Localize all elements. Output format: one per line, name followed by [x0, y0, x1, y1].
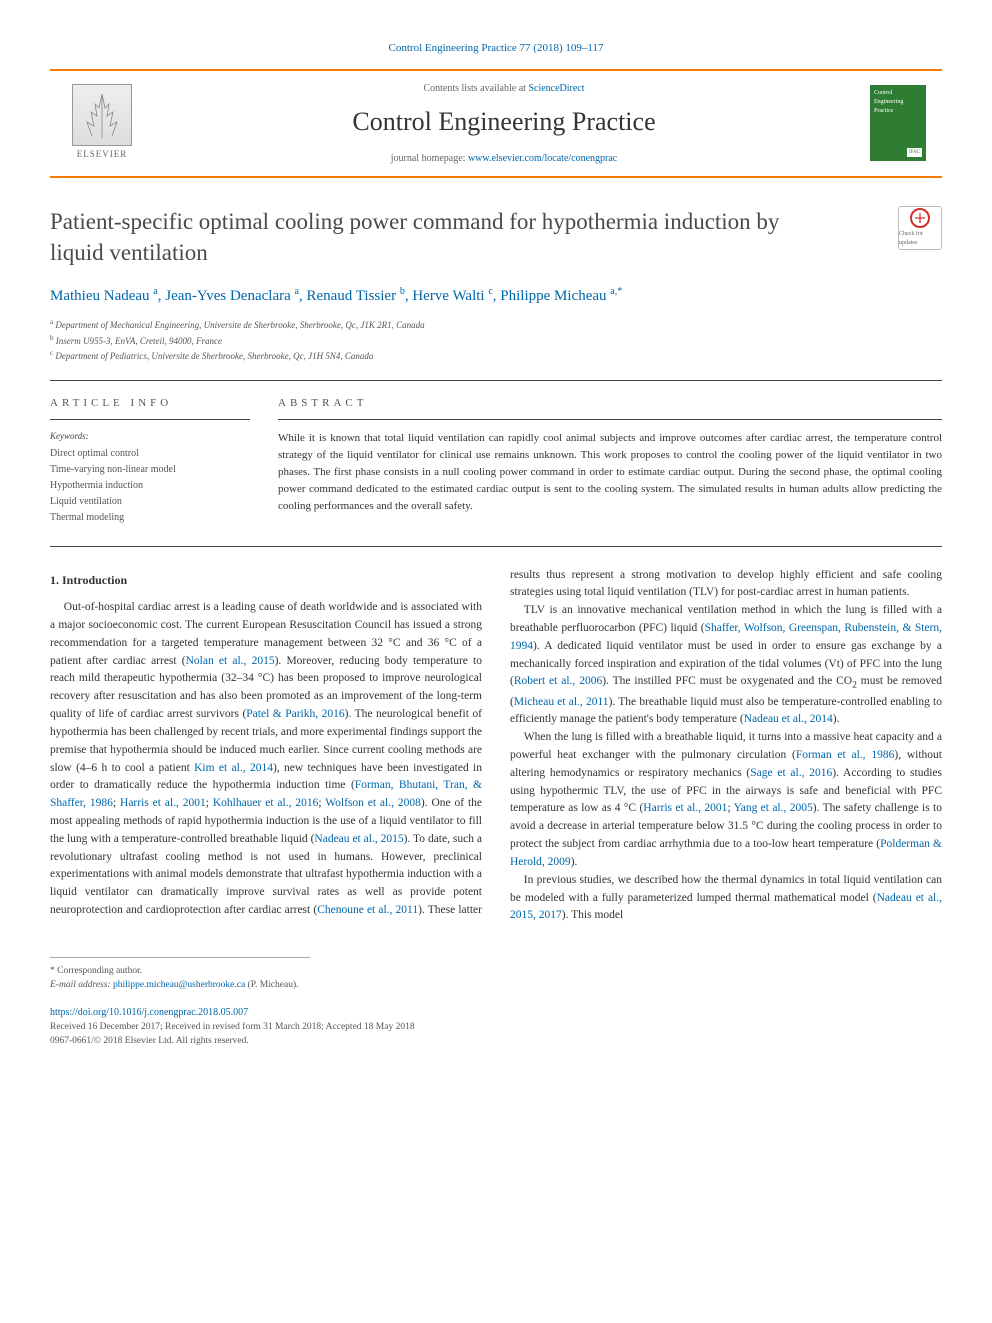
paper-page: Control Engineering Practice 77 (2018) 1… [0, 0, 992, 1088]
abstract-text: While it is known that total liquid vent… [278, 430, 942, 515]
cite-forman-1986b[interactable]: Forman et al., 1986 [796, 749, 895, 761]
cover-ifac-badge: IFAC [907, 148, 922, 158]
cite-patel-parikh-2016[interactable]: Patel & Parikh, 2016 [246, 708, 344, 720]
author: Jean-Yves Denaclara a [165, 288, 299, 304]
divider [50, 546, 942, 547]
author: Herve Walti c [412, 288, 492, 304]
sciencedirect-link[interactable]: ScienceDirect [528, 83, 584, 94]
cite-yang-2005[interactable]: Yang et al., 2005 [734, 802, 813, 814]
cite-harris-2001[interactable]: Harris et al., 2001 [120, 797, 206, 809]
affiliations: a Department of Mechanical Engineering, … [50, 317, 942, 364]
author: Renaud Tissier b [306, 288, 404, 304]
keyword: Liquid ventilation [50, 494, 250, 510]
homepage-prefix: journal homepage: [391, 153, 468, 164]
journal-header: ELSEVIER Contents lists available at Sci… [50, 69, 942, 178]
cite-robert-2006[interactable]: Robert et al., 2006 [514, 675, 602, 687]
journal-reference: Control Engineering Practice 77 (2018) 1… [50, 40, 942, 57]
corresponding-author: * Corresponding author. E-mail address: … [50, 957, 310, 993]
author-affiliation-sup: a [295, 286, 299, 297]
author-affiliation-sup: a [153, 286, 157, 297]
keyword: Hypothermia induction [50, 478, 250, 494]
affiliation: c Department of Pediatrics, Universite d… [50, 348, 942, 364]
cite-nolan-2015[interactable]: Nolan et al., 2015 [186, 655, 275, 667]
doi-link[interactable]: https://doi.org/10.1016/j.conengprac.201… [50, 1005, 942, 1020]
affiliation-sup: a [50, 318, 53, 326]
article-title: Patient-specific optimal cooling power c… [50, 206, 830, 268]
keyword: Time-varying non-linear model [50, 462, 250, 478]
journal-cover-thumbnail: Control Engineering Practice IFAC [870, 85, 926, 161]
elsevier-label: ELSEVIER [77, 148, 128, 162]
cite-micheau-2011[interactable]: Micheau et al., 2011 [514, 696, 609, 708]
footer: * Corresponding author. E-mail address: … [50, 949, 942, 1048]
journal-title: Control Engineering Practice [154, 102, 854, 141]
author: Mathieu Nadeau a [50, 288, 158, 304]
authors: Mathieu Nadeau a, Jean-Yves Denaclara a,… [50, 284, 942, 308]
email-label: E-mail address: [50, 980, 113, 990]
email-suffix: (P. Micheau). [245, 980, 298, 990]
received-line: Received 16 December 2017; Received in r… [50, 1020, 942, 1034]
cite-kohlhauer-2016[interactable]: Kohlhauer et al., 2016 [213, 797, 319, 809]
article-info-heading: ARTICLE INFO [50, 395, 250, 412]
cite-nadeau-2015[interactable]: Nadeau et al., 2015 [314, 833, 403, 845]
cite-kim-2014[interactable]: Kim et al., 2014 [194, 762, 273, 774]
keywords-label: Keywords: [50, 430, 250, 444]
elsevier-logo: ELSEVIER [66, 82, 138, 164]
affiliation-sup: c [50, 349, 53, 357]
homepage-link[interactable]: www.elsevier.com/locate/conengprac [468, 153, 617, 164]
body-text: 1. Introduction Out-of-hospital cardiac … [50, 567, 942, 926]
divider [278, 419, 942, 420]
info-abstract-row: ARTICLE INFO Keywords: Direct optimal co… [50, 381, 942, 540]
check-updates-badge[interactable]: Check for updates [898, 206, 942, 250]
email-link[interactable]: philippe.micheau@usherbrooke.ca [113, 980, 245, 990]
abstract-block: ABSTRACT While it is known that total li… [278, 395, 942, 526]
homepage-line: journal homepage: www.elsevier.com/locat… [154, 151, 854, 166]
cite-chenoune-2011[interactable]: Chenoune et al., 2011 [317, 904, 418, 916]
abstract-heading: ABSTRACT [278, 395, 942, 412]
affiliation-sup: b [50, 334, 54, 342]
corresponding-label: * Corresponding author. [50, 964, 310, 978]
affiliation: a Department of Mechanical Engineering, … [50, 317, 942, 333]
keyword: Thermal modeling [50, 510, 250, 526]
keywords-list: Direct optimal controlTime-varying non-l… [50, 446, 250, 526]
author-affiliation-sup: b [400, 286, 405, 297]
cover-title: Control Engineering Practice [874, 89, 922, 116]
elsevier-tree-icon [72, 84, 132, 146]
cite-nadeau-2014[interactable]: Nadeau et al., 2014 [744, 713, 833, 725]
intro-paragraph-4: In previous studies, we described how th… [510, 872, 942, 925]
affiliation: b Inserm U955-3, EnVA, Creteil, 94000, F… [50, 333, 942, 349]
intro-paragraph-2: TLV is an innovative mechanical ventilat… [510, 602, 942, 729]
cite-harris-2001b[interactable]: Harris et al., 2001 [643, 802, 727, 814]
update-badge-label: Check for updates [899, 230, 941, 248]
header-center: Contents lists available at ScienceDirec… [154, 81, 854, 166]
divider [50, 419, 250, 420]
update-circle-icon [910, 208, 930, 228]
intro-paragraph-3: When the lung is filled with a breathabl… [510, 729, 942, 872]
email-line: E-mail address: philippe.micheau@usherbr… [50, 978, 310, 992]
keyword: Direct optimal control [50, 446, 250, 462]
author: Philippe Micheau a,* [500, 288, 622, 304]
contents-list-line: Contents lists available at ScienceDirec… [154, 81, 854, 96]
corresponding-asterisk: * [617, 286, 622, 297]
contents-prefix: Contents lists available at [423, 83, 528, 94]
title-row: Patient-specific optimal cooling power c… [50, 206, 942, 268]
cite-wolfson-2008[interactable]: Wolfson et al., 2008 [325, 797, 421, 809]
section-1-heading: 1. Introduction [50, 571, 482, 590]
article-info: ARTICLE INFO Keywords: Direct optimal co… [50, 395, 250, 526]
author-affiliation-sup: c [488, 286, 492, 297]
copyright-line: 0967-0661/© 2018 Elsevier Ltd. All right… [50, 1034, 942, 1048]
cite-sage-2016[interactable]: Sage et al., 2016 [750, 767, 832, 779]
